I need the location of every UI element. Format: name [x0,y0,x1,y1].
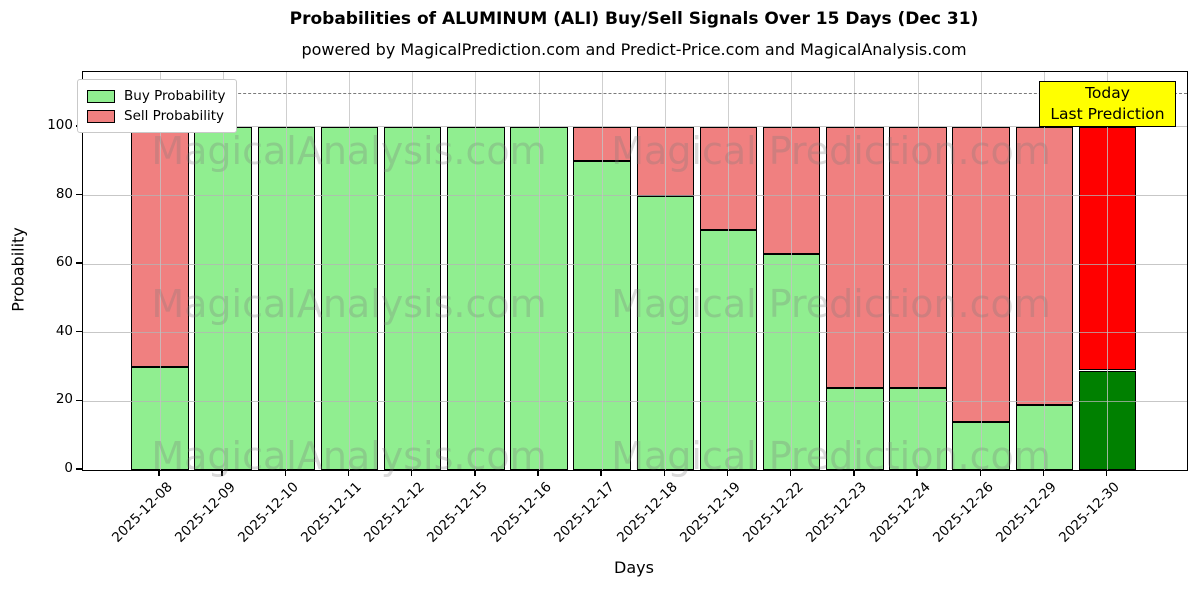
bar-segment-buy [1015,404,1074,470]
y-tick-mark [76,262,82,264]
x-tick-mark [284,471,287,476]
bar-segment-buy [889,387,947,470]
x-tick-label: 2025-12-08 [108,479,176,546]
x-tick-mark [916,471,918,476]
x-tick-label: 2025-12-30 [1056,479,1123,546]
legend-label-sell: Sell Probability [124,108,225,124]
bar-segment-buy [510,126,568,470]
x-tick-mark [1042,471,1045,476]
x-tick-mark [347,471,350,476]
x-tick-label: 2025-12-24 [866,479,934,546]
bar-segment-buy [131,367,189,470]
legend-label-buy: Buy Probability [124,88,226,104]
x-tick-label: 2025-12-15 [424,479,492,546]
bar-segment-sell [952,126,1010,422]
x-tick-label: 2025-12-10 [234,479,302,546]
buy-swatch-icon [87,89,115,103]
x-tick-label: 2025-12-18 [613,479,681,546]
y-tick-label: 60 [55,254,73,271]
bar-segment-buy [636,195,695,470]
x-tick-label: 2025-12-22 [740,479,808,546]
bar-segment-buy [826,387,884,470]
today-annotation: Today Last Prediction [1039,81,1176,127]
x-tick-label: 2025-12-26 [929,479,997,546]
bars-layer [83,72,1187,470]
x-tick-mark [663,471,666,476]
x-tick-label: 2025-12-12 [361,479,429,546]
x-tick-mark [790,471,792,476]
bar-segment-sell [762,126,821,254]
x-tick-label: 2025-12-23 [803,479,871,546]
x-tick-mark [158,471,160,476]
x-tick-mark [600,471,602,476]
x-tick-label: 2025-12-17 [550,479,618,546]
y-tick-mark [76,193,82,196]
y-tick-label: 100 [47,116,73,133]
today-annotation-line2: Last Prediction [1050,105,1165,123]
bar-segment-buy [257,126,316,470]
bar-segment-sell [573,126,631,162]
x-tick-mark [474,471,476,476]
chart-subtitle: powered by MagicalPrediction.com and Pre… [301,40,967,59]
x-tick-mark [410,471,413,476]
bar-segment-buy [383,126,442,470]
x-tick-mark [537,471,539,476]
bar-segment-sell [1015,126,1074,405]
bar-segment-buy [762,253,821,470]
x-tick-label: 2025-12-19 [677,479,744,546]
bar-segment-sell [636,126,695,196]
sell-swatch-icon [87,109,115,123]
bar-segment-buy [699,229,758,470]
bar-segment-buy [573,161,631,470]
x-tick-label: 2025-12-09 [171,479,239,546]
legend: Buy Probability Sell Probability [77,79,238,133]
bar-segment-sell [699,126,758,230]
x-tick-label: 2025-12-29 [992,479,1060,546]
y-tick-label: 0 [64,460,73,476]
bar-segment-buy [1078,370,1137,470]
bar-segment-sell [1078,126,1137,371]
bar-segment-buy [194,126,252,470]
legend-item-sell: Sell Probability [87,106,225,126]
bar-segment-sell [826,126,884,388]
x-tick-mark [1105,471,1108,476]
bar-segment-buy [447,126,505,470]
chart-title: Probabilities of ALUMINUM (ALI) Buy/Sell… [289,9,979,29]
bar-segment-buy [320,126,379,470]
bar-segment-sell [131,126,189,368]
y-tick-mark [76,399,82,402]
x-tick-mark [726,471,729,476]
bar-segment-buy [952,421,1010,470]
today-annotation-line1: Today [1085,84,1130,102]
y-tick-label: 40 [55,322,73,339]
y-tick-label: 80 [55,185,73,202]
y-tick-mark [76,468,82,470]
x-axis-label: Days [614,558,654,577]
y-tick-mark [76,331,82,333]
bar-segment-sell [889,126,947,388]
threshold-dashed-line [83,92,1187,94]
x-tick-mark [853,471,855,476]
x-tick-mark [979,471,981,476]
plot-area: MagicalAnalysis.com Magical Prediction.co… [77,71,1188,478]
x-tick-label: 2025-12-11 [298,479,365,546]
legend-item-buy: Buy Probability [87,86,225,106]
x-tick-mark [221,471,223,476]
x-tick-label: 2025-12-16 [487,479,555,546]
y-tick-label: 20 [55,391,73,408]
y-axis-label: Probability [8,227,28,312]
